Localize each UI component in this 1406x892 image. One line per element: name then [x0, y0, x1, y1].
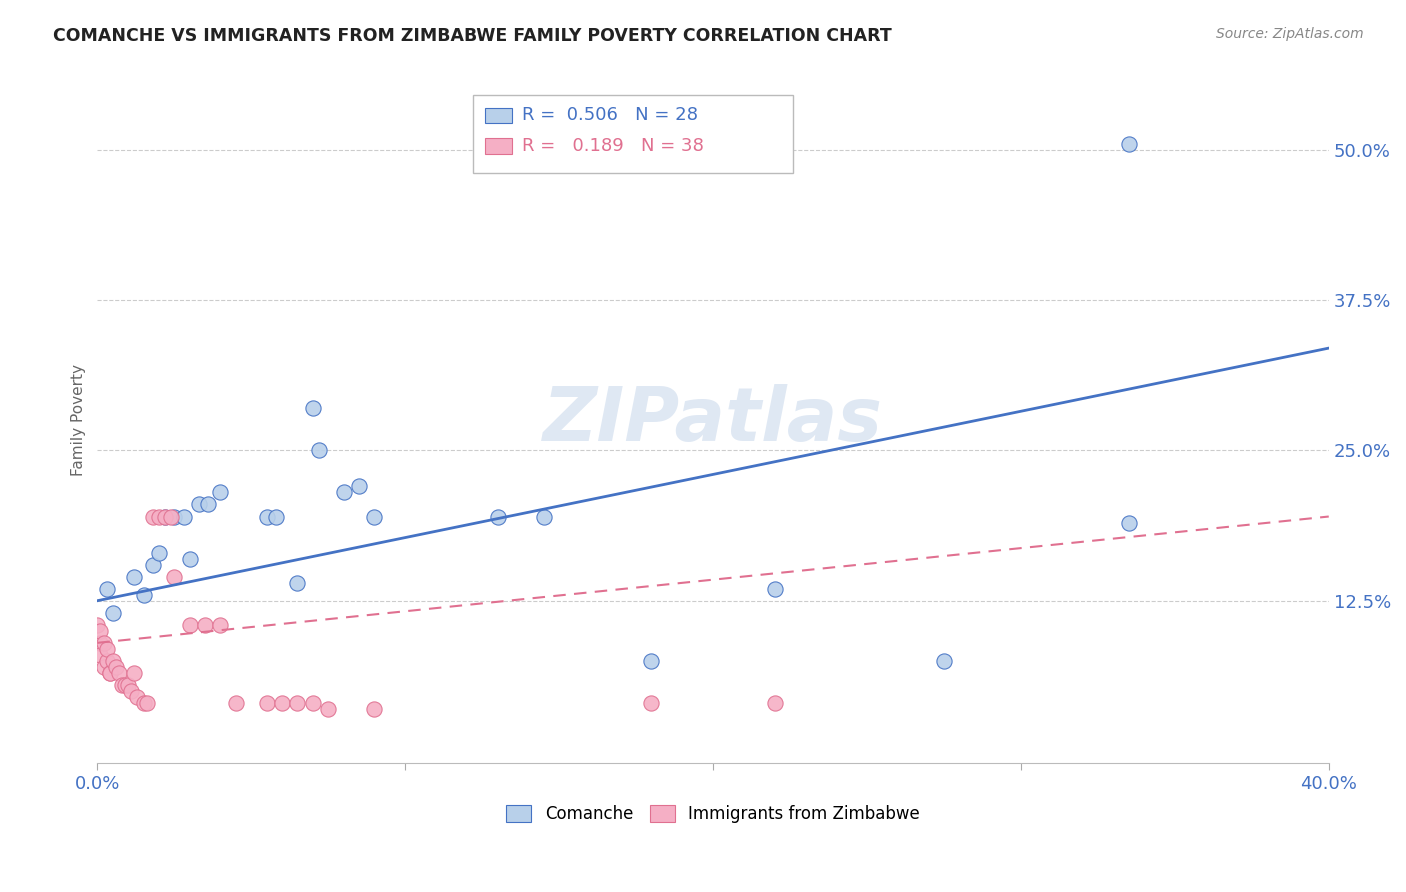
Y-axis label: Family Poverty: Family Poverty	[72, 364, 86, 476]
FancyBboxPatch shape	[485, 108, 512, 123]
Point	[533, 509, 555, 524]
Point	[209, 485, 232, 500]
Point	[89, 648, 111, 662]
Point	[287, 696, 309, 710]
Point	[117, 678, 139, 692]
Point	[96, 654, 118, 668]
Point	[194, 617, 217, 632]
Point	[127, 690, 149, 704]
Point	[197, 498, 219, 512]
Point	[98, 665, 121, 680]
Point	[486, 509, 509, 524]
Point	[86, 617, 108, 632]
Point	[163, 509, 186, 524]
Point	[89, 624, 111, 638]
Point	[142, 558, 165, 572]
Point	[179, 551, 201, 566]
Point	[111, 678, 134, 692]
Point	[763, 696, 786, 710]
Text: R =  0.506   N = 28: R = 0.506 N = 28	[522, 106, 699, 124]
Point	[173, 509, 195, 524]
Point	[101, 606, 124, 620]
Point	[142, 509, 165, 524]
Point	[160, 509, 183, 524]
Point	[104, 660, 127, 674]
Point	[225, 696, 247, 710]
Point	[96, 582, 118, 596]
Point	[89, 636, 111, 650]
Point	[640, 654, 662, 668]
Point	[153, 509, 176, 524]
Point	[763, 582, 786, 596]
Point	[120, 684, 142, 698]
Point	[332, 485, 354, 500]
Text: COMANCHE VS IMMIGRANTS FROM ZIMBABWE FAMILY POVERTY CORRELATION CHART: COMANCHE VS IMMIGRANTS FROM ZIMBABWE FAM…	[53, 27, 893, 45]
Point	[153, 509, 176, 524]
Point	[135, 696, 157, 710]
Point	[96, 641, 118, 656]
Point	[287, 575, 309, 590]
Point	[163, 569, 186, 583]
Point	[124, 665, 146, 680]
Point	[1118, 516, 1140, 530]
Point	[256, 509, 278, 524]
Text: ZIPatlas: ZIPatlas	[543, 384, 883, 457]
FancyBboxPatch shape	[472, 95, 793, 173]
Text: R =   0.189   N = 38: R = 0.189 N = 38	[522, 137, 704, 155]
Point	[363, 702, 385, 716]
Point	[132, 588, 155, 602]
Point	[363, 509, 385, 524]
Point	[271, 696, 294, 710]
Point	[124, 569, 146, 583]
Point	[132, 696, 155, 710]
Point	[148, 509, 170, 524]
Point	[101, 654, 124, 668]
Text: Source: ZipAtlas.com: Source: ZipAtlas.com	[1216, 27, 1364, 41]
Point	[1118, 136, 1140, 151]
Point	[187, 498, 209, 512]
Point	[932, 654, 955, 668]
Point	[114, 678, 136, 692]
Point	[302, 401, 325, 416]
FancyBboxPatch shape	[485, 138, 512, 153]
Point	[93, 636, 115, 650]
Point	[93, 660, 115, 674]
Point	[209, 617, 232, 632]
Point	[256, 696, 278, 710]
Point	[148, 546, 170, 560]
Point	[347, 479, 370, 493]
Point	[108, 665, 131, 680]
Point	[98, 665, 121, 680]
Legend: Comanche, Immigrants from Zimbabwe: Comanche, Immigrants from Zimbabwe	[506, 805, 920, 823]
Point	[316, 702, 339, 716]
Point	[308, 443, 330, 458]
Point	[302, 696, 325, 710]
Point	[640, 696, 662, 710]
Point	[264, 509, 287, 524]
Point	[179, 617, 201, 632]
